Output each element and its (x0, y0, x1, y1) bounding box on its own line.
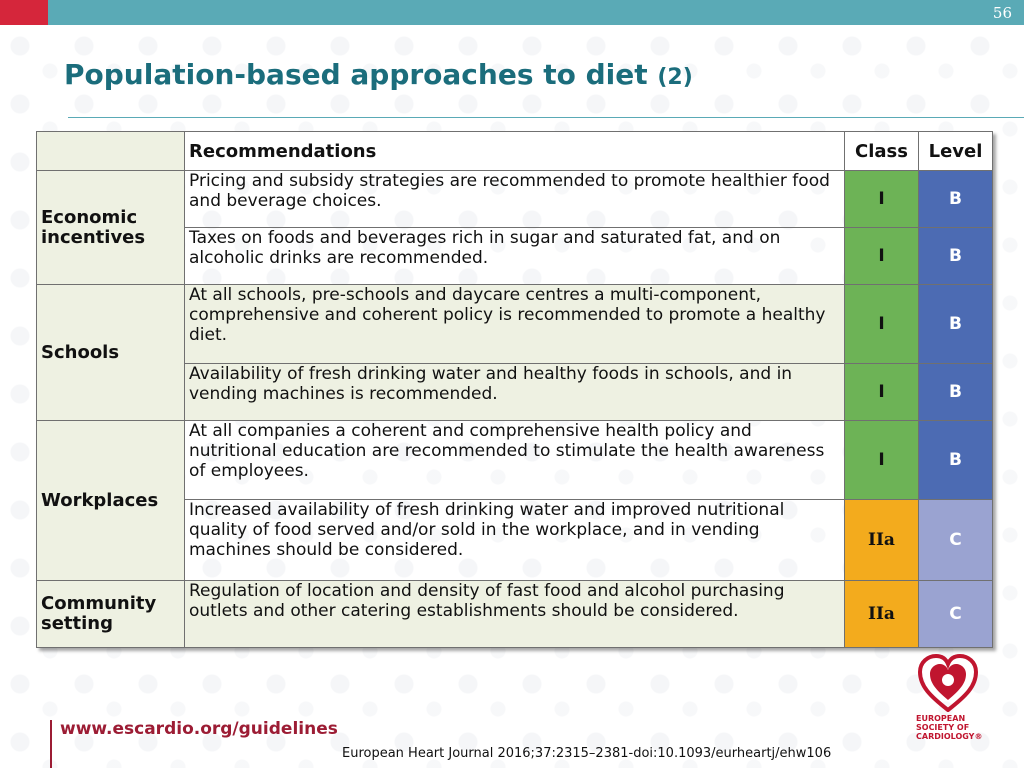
class-badge: IIa (844, 499, 919, 581)
header-class: Class (844, 131, 919, 171)
table-header-row: Recommendations Class Level (36, 131, 993, 171)
citation: European Heart Journal 2016;37:2315–2381… (342, 746, 832, 761)
title-suffix: (2) (657, 65, 693, 90)
category-economic-incentives: Economic incentives (36, 170, 185, 285)
slide-number: 56 (992, 4, 1012, 22)
recommendation-text: At all schools, pre-schools and daycare … (184, 284, 845, 364)
class-badge: I (844, 227, 919, 285)
recommendation-text: Availability of fresh drinking water and… (184, 363, 845, 421)
table-row: Community setting Regulation of location… (36, 580, 993, 648)
level-badge: B (918, 363, 993, 421)
level-badge: B (918, 227, 993, 285)
level-badge: B (918, 284, 993, 364)
category-community-setting: Community setting (36, 580, 185, 648)
guidelines-link[interactable]: www.escardio.org/guidelines (60, 719, 338, 739)
class-badge: I (844, 420, 919, 500)
header-recommendations: Recommendations (184, 131, 845, 171)
category-schools: Schools (36, 284, 185, 421)
class-badge: I (844, 363, 919, 421)
class-badge: IIa (844, 580, 919, 648)
recommendations-table: Recommendations Class Level Economic inc… (36, 131, 993, 648)
page-title: Population-based approaches to diet (2) (64, 58, 693, 91)
level-badge: B (918, 170, 993, 228)
level-badge: C (918, 499, 993, 581)
level-badge: B (918, 420, 993, 500)
footer-divider (50, 720, 52, 768)
recommendation-text: Taxes on foods and beverages rich in sug… (184, 227, 845, 285)
recommendation-text: Increased availability of fresh drinking… (184, 499, 845, 581)
title-main: Population-based approaches to diet (64, 58, 648, 91)
header-level: Level (918, 131, 993, 171)
class-badge: I (844, 284, 919, 364)
category-workplaces: Workplaces (36, 420, 185, 581)
table-row: Schools At all schools, pre-schools and … (36, 284, 993, 421)
recommendation-text: Regulation of location and density of fa… (184, 580, 845, 648)
header-corner (36, 131, 185, 171)
esc-logo: EUROPEAN SOCIETY OF CARDIOLOGY® (914, 654, 984, 754)
heart-icon (918, 654, 978, 712)
table-row: Economic incentives Pricing and subsidy … (36, 170, 993, 285)
table-row: Workplaces At all companies a coherent a… (36, 420, 993, 581)
title-divider (68, 117, 1024, 118)
recommendation-text: Pricing and subsidy strategies are recom… (184, 170, 845, 228)
class-badge: I (844, 170, 919, 228)
top-bar: 56 (0, 0, 1024, 25)
table-row: Increased availability of fresh drinking… (37, 499, 993, 581)
esc-logo-text: EUROPEAN SOCIETY OF CARDIOLOGY® (916, 714, 983, 741)
recommendation-text: At all companies a coherent and comprehe… (184, 420, 845, 500)
table-row: Taxes on foods and beverages rich in sug… (37, 227, 993, 285)
table-row: Availability of fresh drinking water and… (37, 363, 993, 421)
level-badge: C (918, 580, 993, 648)
top-bar-accent (0, 0, 48, 25)
